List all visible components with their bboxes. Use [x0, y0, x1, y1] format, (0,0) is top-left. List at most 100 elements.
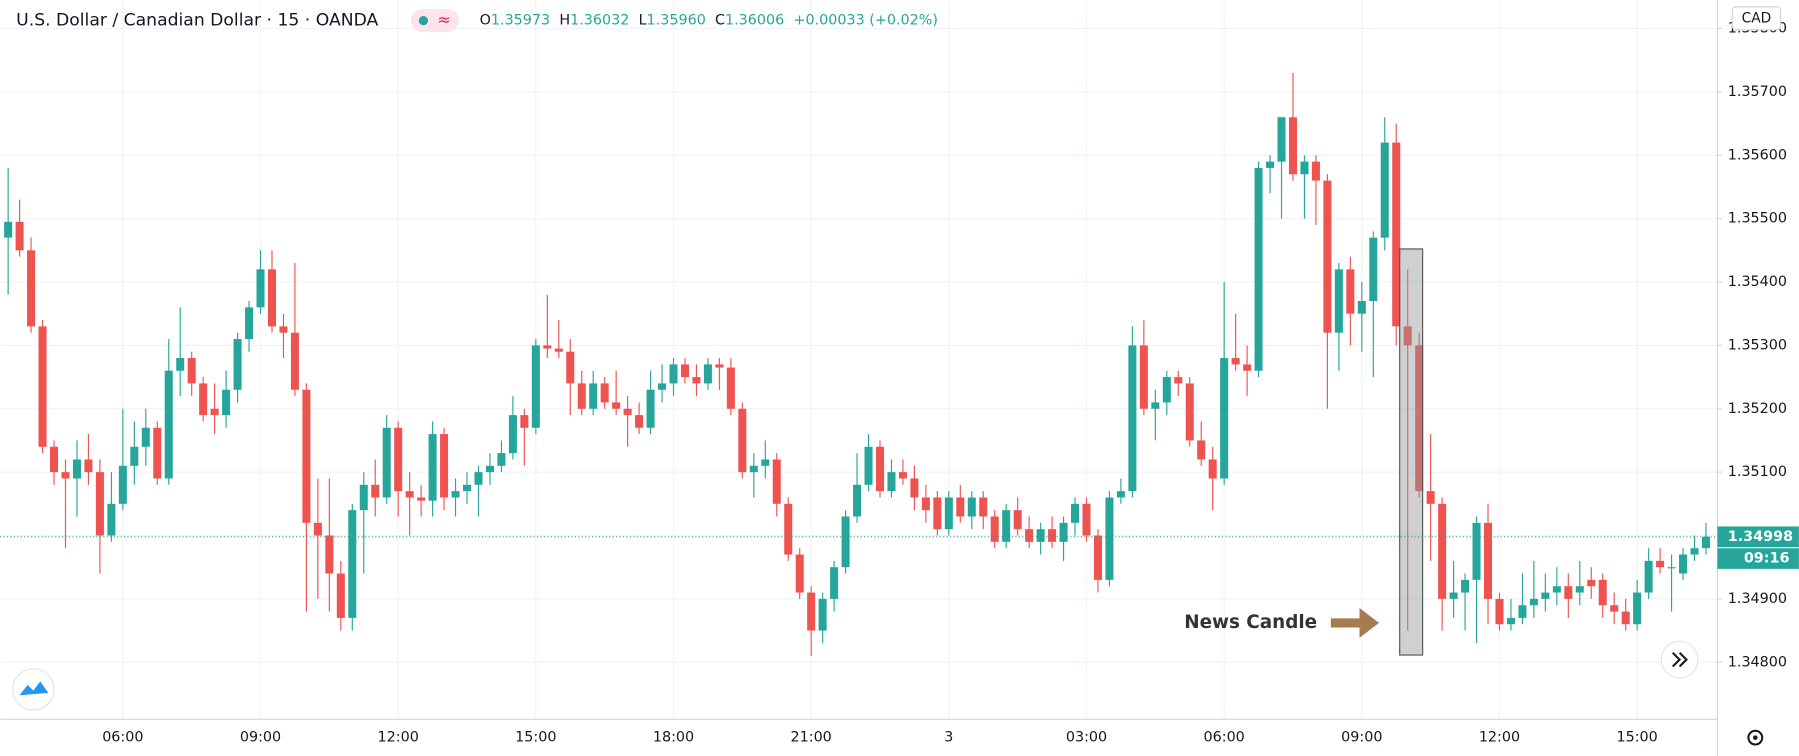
candles	[4, 72, 1710, 656]
candle-body	[141, 427, 150, 447]
candle-body	[279, 326, 288, 333]
candle-body	[1082, 503, 1091, 536]
candle-body	[1564, 586, 1573, 599]
currency-box[interactable]	[1731, 6, 1782, 31]
candle-body	[1667, 567, 1676, 569]
candle-body	[1369, 237, 1378, 302]
candle-body	[256, 269, 265, 308]
x-tick-label: 06:00	[102, 730, 143, 746]
candle-body	[761, 459, 770, 466]
candle-body	[1231, 358, 1240, 365]
candle-body	[853, 484, 862, 517]
candle-body	[658, 383, 667, 390]
candle-body	[841, 516, 850, 568]
candle-body	[910, 478, 919, 498]
x-tick-label: 06:00	[1204, 730, 1245, 746]
y-tick-label: 1.35700	[1728, 84, 1787, 100]
y-tick-label: 1.35100	[1728, 464, 1787, 480]
x-tick-label: 21:00	[791, 730, 832, 746]
candle-body	[933, 497, 942, 530]
candle-body	[176, 358, 185, 371]
logo-button[interactable]	[12, 668, 55, 711]
news-highlight	[1399, 248, 1424, 656]
ohlc-value: 1.36032	[570, 13, 629, 29]
candle-body	[61, 472, 70, 479]
y-tick-label: 1.35200	[1728, 401, 1787, 417]
candle-body	[612, 402, 621, 409]
candle-body	[749, 465, 758, 473]
candle-body	[153, 427, 162, 479]
candle-body	[1174, 377, 1183, 384]
ohlc-key: C	[715, 13, 725, 29]
ohlc-value: 1.35973	[491, 13, 550, 29]
data-status-icon: ≈	[437, 10, 450, 29]
candle-body	[130, 446, 139, 466]
candle-body	[245, 307, 254, 340]
annotation-arrow	[1330, 608, 1380, 638]
candle-body	[680, 364, 689, 378]
logo-icon	[19, 681, 49, 696]
candle-body	[4, 221, 13, 238]
candle-body	[417, 497, 426, 501]
candle-body	[290, 332, 299, 390]
settings-button[interactable]	[1747, 729, 1764, 746]
x-tick-label: 3	[944, 730, 953, 746]
candle-body	[1357, 301, 1366, 314]
candle-body	[451, 491, 460, 498]
candle-body	[1323, 180, 1332, 333]
x-tick-label: 15:00	[515, 730, 556, 746]
candle-body	[382, 427, 391, 498]
candle-body	[1472, 522, 1481, 580]
candle-body	[474, 472, 483, 485]
candle-body	[589, 383, 598, 409]
candle-body	[875, 446, 885, 492]
candle-body	[233, 339, 242, 390]
candle-body	[646, 389, 655, 428]
countdown-tag	[1717, 548, 1799, 569]
candle-body	[394, 427, 403, 492]
candle-body	[1002, 510, 1011, 542]
candle-body	[107, 503, 116, 536]
candle-body	[1105, 497, 1114, 580]
last-price-tag	[1717, 526, 1799, 548]
ohlc-value: 1.35960	[647, 13, 706, 29]
candle-body	[50, 446, 59, 473]
candle-body	[1139, 345, 1148, 409]
candle-body	[1048, 529, 1057, 542]
x-tick-label: 12:00	[1479, 730, 1520, 746]
candle-body	[199, 383, 208, 416]
candle-body	[38, 326, 47, 447]
candle-body	[600, 383, 609, 403]
candle-body	[520, 415, 529, 428]
candle-body	[1701, 536, 1710, 549]
candle-body	[1541, 592, 1550, 599]
candle-body	[1518, 605, 1527, 618]
candle-body	[669, 364, 678, 384]
candle-body	[302, 389, 311, 523]
candle-body	[715, 364, 724, 368]
candle-body	[784, 503, 793, 555]
x-tick-label: 18:00	[653, 730, 694, 746]
candle-body	[1243, 364, 1252, 371]
candle-body	[1598, 579, 1607, 606]
candle-body	[1621, 611, 1630, 625]
candle-body	[1197, 440, 1206, 460]
status-pill[interactable]	[410, 9, 459, 33]
candle-body	[1449, 592, 1458, 599]
candle-body	[1529, 598, 1538, 606]
candle-body	[164, 370, 173, 479]
y-tick-label: 1.35600	[1728, 147, 1787, 163]
candle-body	[118, 465, 127, 504]
time-axis: 06:00 09:00 12:00 15:00 18:00 21:00 3 03:00 06:0…	[102, 730, 1658, 746]
candle-body	[313, 522, 322, 536]
candle-body	[1311, 161, 1320, 181]
candle-body	[830, 567, 839, 599]
candle-body	[990, 516, 999, 542]
candle-body	[1185, 383, 1194, 441]
countdown-label: 09:16	[1744, 551, 1790, 567]
settings-icon	[1753, 735, 1758, 740]
ohlc-header: O1.35973 H1.36032 L1.35960 C1.36006 +0.00033…	[480, 13, 938, 29]
candle-body	[1162, 377, 1171, 403]
currency-label: CAD	[1742, 10, 1772, 26]
